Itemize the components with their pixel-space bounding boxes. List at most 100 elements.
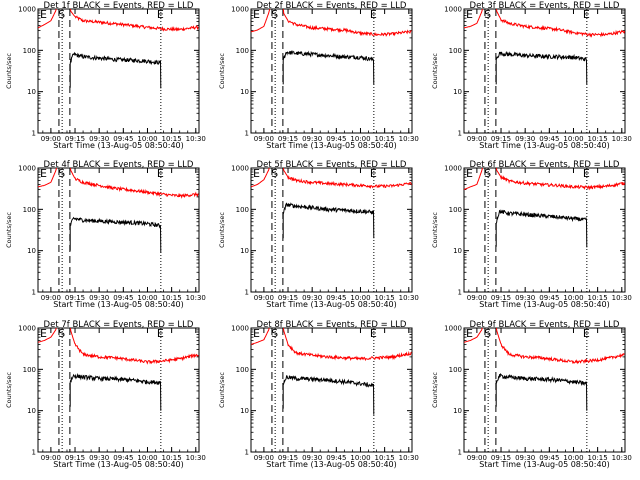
x-tick-label: 10:00	[137, 135, 157, 143]
x-tick-label: 09:45	[113, 294, 133, 302]
events-series-line	[282, 50, 375, 85]
y-tick-label: 1000	[18, 6, 36, 14]
x-tick-label: 10:00	[137, 454, 157, 462]
x-tick-label: 09:15	[65, 294, 85, 302]
y-axis-label: Counts/sec	[5, 372, 13, 408]
y-tick-label: 1	[245, 449, 249, 457]
panel-title: Det 4f BLACK = Events, RED = LLD	[44, 160, 194, 170]
events-series-line	[282, 375, 375, 415]
y-tick-label: 100	[23, 366, 36, 374]
y-axis-label: Counts/sec	[5, 53, 13, 89]
end-marker-label: E	[370, 8, 377, 21]
x-tick-label: 09:30	[89, 135, 109, 143]
x-tick-label: 09:30	[302, 294, 322, 302]
saa-marker-label: S	[58, 167, 65, 180]
y-tick-label: 10	[240, 407, 249, 415]
x-tick-label: 10:15	[588, 294, 608, 302]
saa-marker-label: S	[58, 327, 65, 340]
x-tick-label: 10:15	[588, 135, 608, 143]
start-marker-label: E	[253, 8, 260, 21]
x-tick-label: 09:15	[65, 135, 85, 143]
x-tick-label: 09:15	[491, 294, 511, 302]
x-tick-label: 10:00	[563, 135, 583, 143]
x-tick-label: 09:30	[302, 454, 322, 462]
end-marker-label: E	[370, 167, 377, 180]
x-tick-label: 09:00	[467, 294, 487, 302]
panel-title: Det 2f BLACK = Events, RED = LLD	[257, 1, 407, 11]
y-tick-label: 1	[32, 289, 36, 297]
x-tick-label: 10:15	[375, 294, 395, 302]
panel-title: Det 5f BLACK = Events, RED = LLD	[257, 160, 407, 170]
y-tick-label: 1000	[444, 325, 462, 333]
events-series-line	[69, 372, 162, 411]
y-tick-label: 1	[458, 449, 462, 457]
x-tick-label: 09:00	[41, 454, 61, 462]
panel-det-3: Det 3f BLACK = Events, RED = LLD 1 10 100 10…	[431, 1, 632, 150]
y-tick-label: 10	[240, 247, 249, 255]
x-tick-label: 09:15	[491, 135, 511, 143]
start-marker-label: E	[466, 8, 473, 21]
y-tick-label: 100	[236, 206, 249, 214]
y-tick-label: 100	[449, 366, 462, 374]
x-tick-label: 09:45	[539, 135, 559, 143]
lld-series-line	[251, 168, 412, 189]
panel-det-2: Det 2f BLACK = Events, RED = LLD 1 10 100 10…	[218, 1, 419, 150]
x-tick-label: 09:30	[515, 454, 535, 462]
x-tick-label: 10:00	[350, 454, 370, 462]
saa-marker-label: S	[58, 8, 65, 21]
y-tick-label: 100	[449, 206, 462, 214]
panel-title: Det 9f BLACK = Events, RED = LLD	[470, 320, 620, 330]
x-tick-label: 10:15	[162, 135, 182, 143]
start-marker-label: E	[40, 167, 47, 180]
x-tick-label: 09:45	[326, 294, 346, 302]
x-tick-label: 09:15	[278, 454, 298, 462]
end-marker-label: E	[157, 167, 164, 180]
x-tick-label: 10:30	[186, 454, 206, 462]
y-axis-label: Counts/sec	[5, 212, 13, 248]
start-marker-label: E	[253, 167, 260, 180]
x-tick-label: 10:00	[350, 135, 370, 143]
x-axis-label: Start Time (13-Aug-05 08:50:40)	[266, 300, 397, 309]
panel-title: Det 8f BLACK = Events, RED = LLD	[257, 320, 407, 330]
lld-series-line	[464, 9, 625, 38]
y-tick-label: 1000	[18, 325, 36, 333]
panel-title: Det 7f BLACK = Events, RED = LLD	[44, 320, 194, 330]
events-series-line	[282, 202, 375, 239]
lld-series-line	[38, 328, 199, 365]
end-marker-label: E	[157, 8, 164, 21]
x-tick-label: 10:30	[186, 135, 206, 143]
x-tick-label: 10:30	[612, 454, 632, 462]
x-tick-label: 09:15	[491, 454, 511, 462]
events-series-line	[69, 51, 162, 89]
panel-title: Det 1f BLACK = Events, RED = LLD	[44, 1, 194, 11]
plot-frame	[37, 327, 200, 453]
x-tick-label: 09:30	[515, 135, 535, 143]
saa-marker-label: S	[484, 327, 491, 340]
x-tick-label: 09:45	[539, 294, 559, 302]
x-tick-label: 10:30	[186, 294, 206, 302]
y-tick-label: 1	[245, 130, 249, 138]
y-tick-label: 1	[458, 130, 462, 138]
x-tick-label: 09:15	[65, 454, 85, 462]
x-tick-label: 09:45	[113, 135, 133, 143]
x-tick-label: 09:00	[254, 454, 274, 462]
x-tick-label: 09:00	[467, 454, 487, 462]
events-series-line	[69, 216, 162, 253]
events-series-line	[495, 51, 588, 85]
saa-marker-label: S	[271, 167, 278, 180]
saa-marker-label: S	[484, 167, 491, 180]
start-marker-label: E	[466, 167, 473, 180]
x-axis-label: Start Time (13-Aug-05 08:50:40)	[266, 141, 397, 150]
y-tick-label: 100	[236, 366, 249, 374]
x-axis-label: Start Time (13-Aug-05 08:50:40)	[53, 300, 184, 309]
start-marker-label: E	[466, 327, 473, 340]
x-tick-label: 10:30	[612, 294, 632, 302]
y-tick-label: 1	[245, 289, 249, 297]
x-tick-label: 09:00	[467, 135, 487, 143]
x-tick-label: 10:00	[350, 294, 370, 302]
x-tick-label: 10:00	[563, 294, 583, 302]
start-marker-label: E	[40, 327, 47, 340]
y-tick-label: 1	[458, 289, 462, 297]
plot-frame	[463, 327, 626, 453]
